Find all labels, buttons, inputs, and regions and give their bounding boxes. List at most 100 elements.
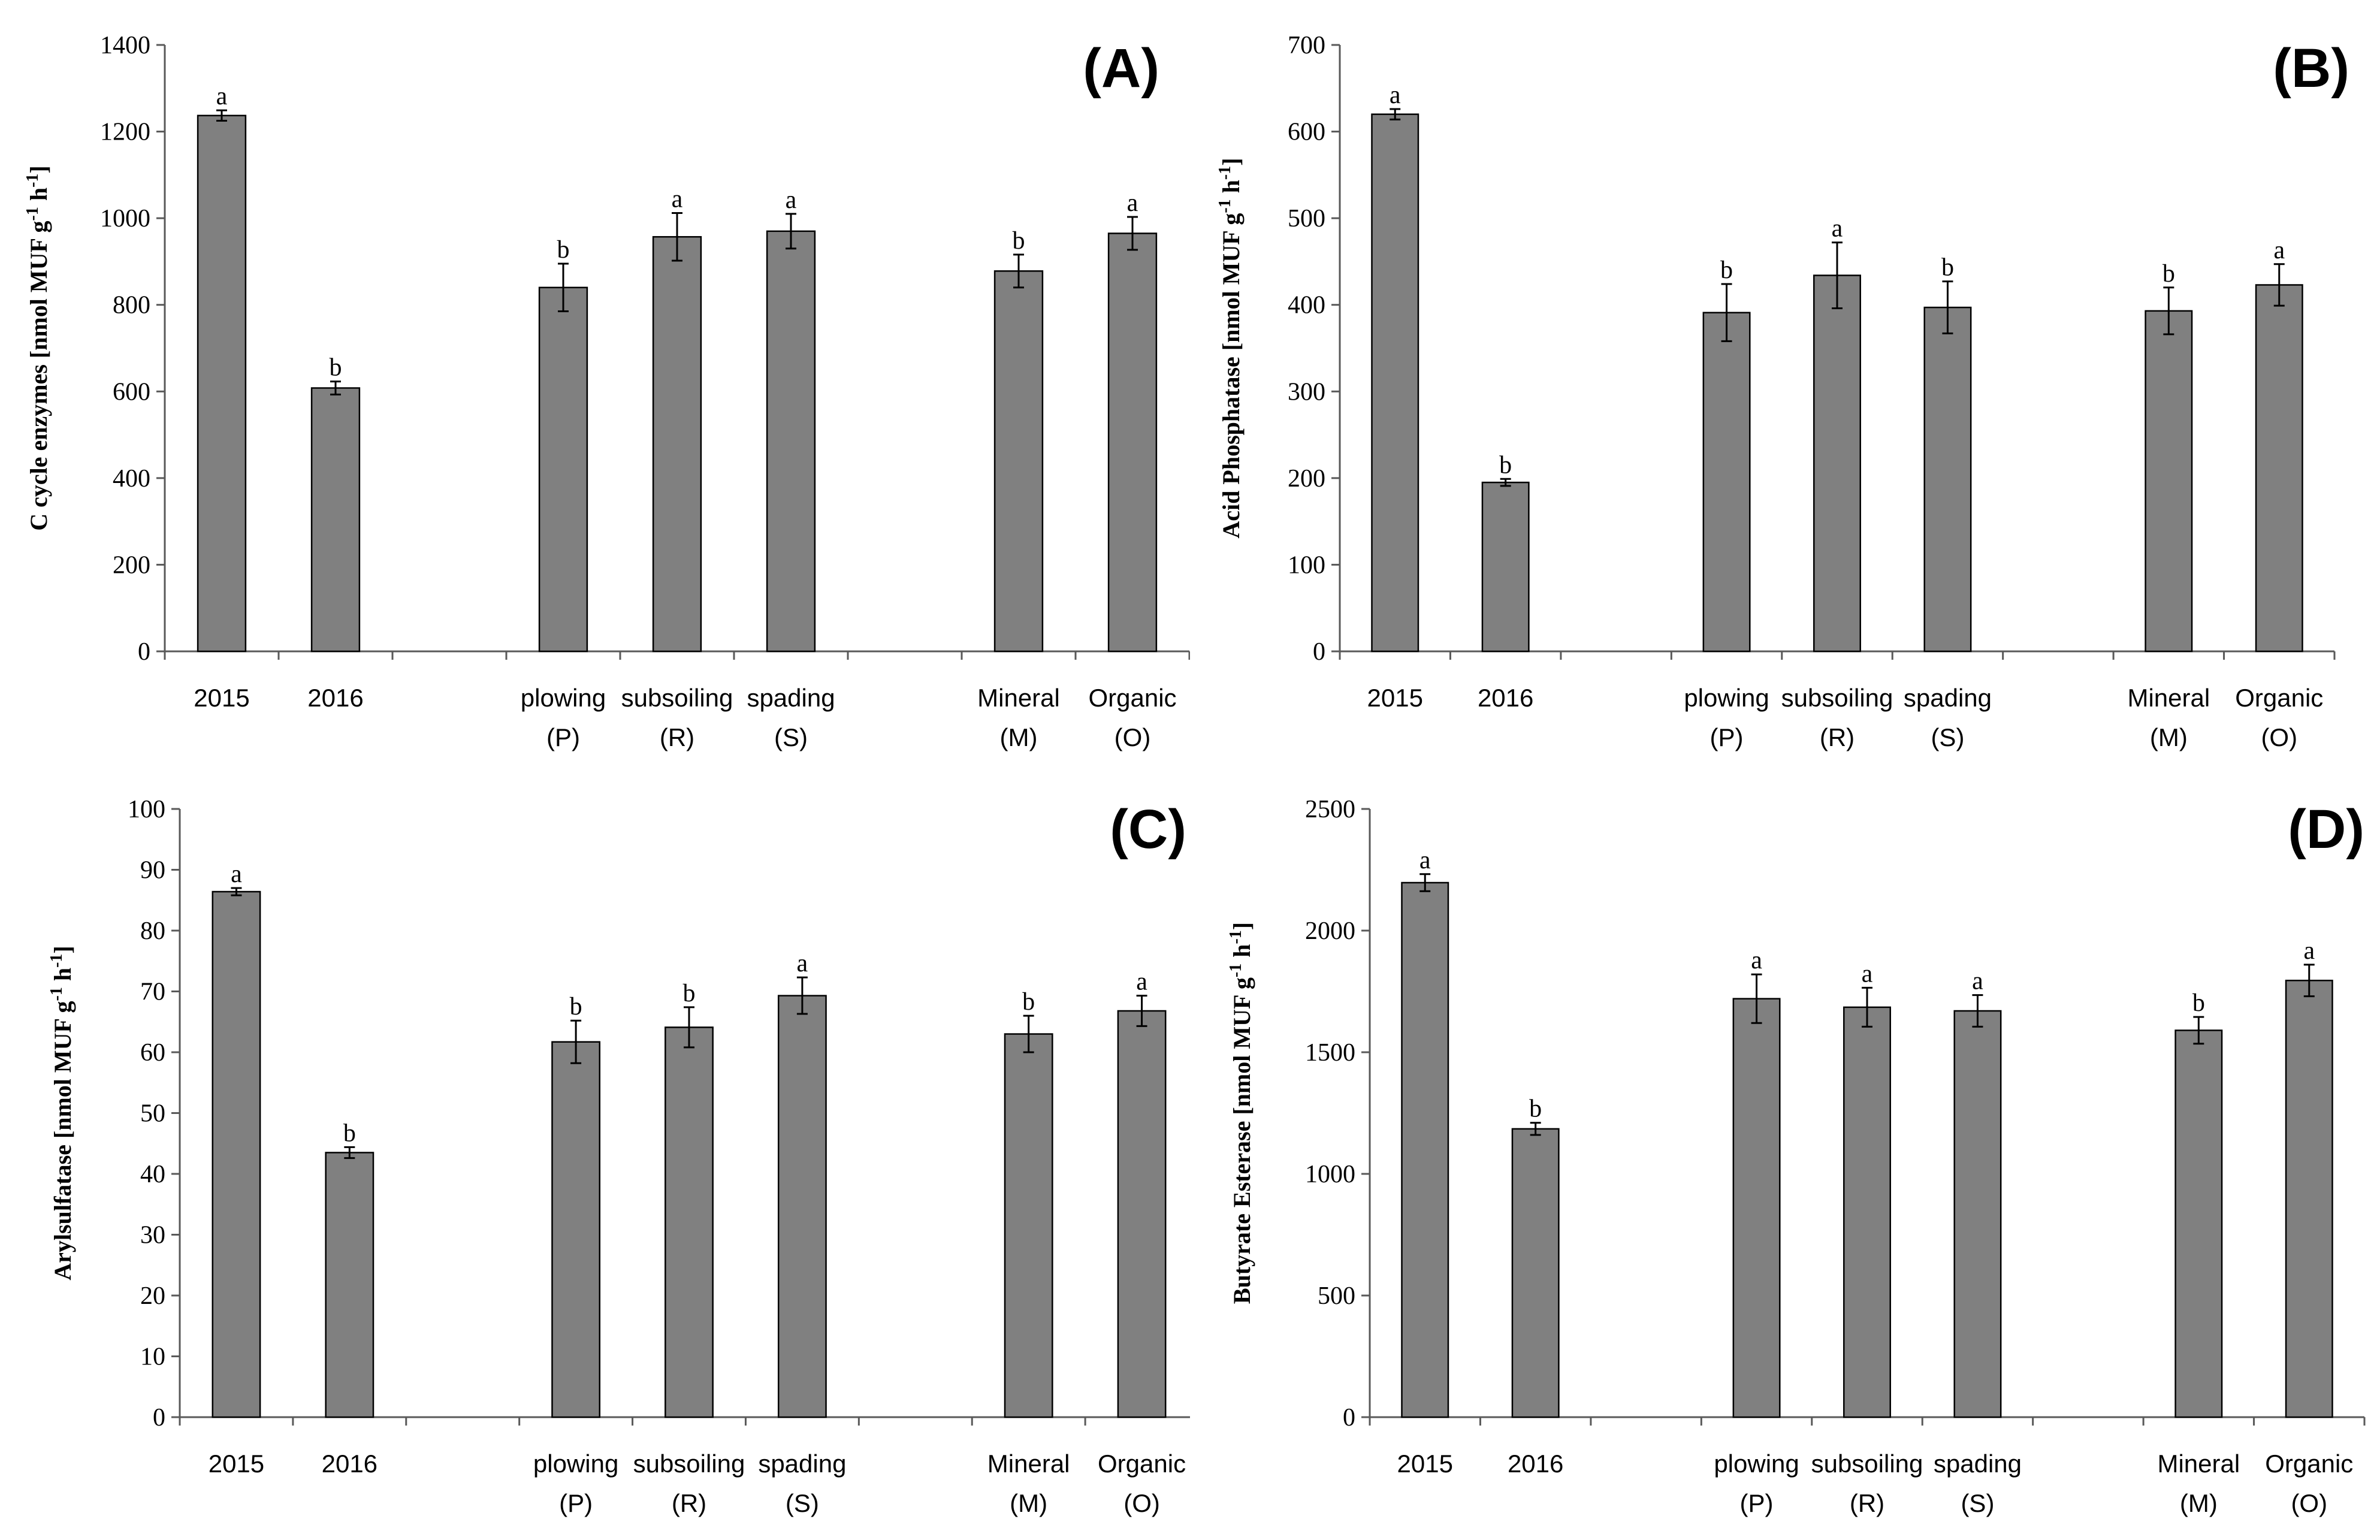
y-tick-label: 300: [1288, 378, 1325, 406]
significance-letter: b: [1720, 256, 1733, 284]
significance-letter: b: [683, 980, 696, 1007]
x-category-label: subsoiling: [621, 684, 733, 712]
x-category-label: 2015: [209, 1450, 264, 1478]
x-category-label: 2016: [1478, 684, 1533, 712]
significance-letter: a: [1127, 189, 1138, 217]
x-category-label: Mineral: [977, 684, 1060, 712]
significance-letter: a: [1390, 81, 1401, 109]
significance-letter: b: [1022, 988, 1035, 1016]
y-axis-label: Acid Phosphatase [nmol MUF g-1 h-1]: [1216, 158, 1245, 538]
bar-2016: [325, 1152, 374, 1418]
significance-letter: b: [570, 993, 582, 1020]
x-category-sublabel: (R): [672, 1489, 706, 1517]
panel-d: 0 500 1000 1500 2000 2500 a 2015 b 2016 a plowing (P…: [1190, 770, 2380, 1540]
x-category-label: Organic: [1088, 684, 1176, 712]
bar-plowing: [1732, 998, 1781, 1418]
x-category-sublabel: (R): [660, 723, 694, 751]
y-tick-label: 400: [1288, 292, 1325, 319]
significance-letter: b: [1013, 227, 1025, 255]
x-category-sublabel: (O): [1115, 723, 1151, 751]
significance-letter: a: [231, 860, 242, 888]
x-category-sublabel: (M): [1010, 1489, 1047, 1517]
y-tick-label: 70: [140, 979, 165, 1006]
y-tick-label: 800: [113, 292, 150, 319]
y-tick-label: 500: [1288, 205, 1325, 232]
x-category-sublabel: (S): [1961, 1489, 1994, 1517]
x-category-sublabel: (P): [559, 1489, 593, 1517]
x-category-label: spading: [1934, 1450, 2022, 1478]
y-tick-label: 0: [153, 1404, 165, 1432]
bar-subsoiling: [665, 1026, 714, 1418]
x-category-label: plowing: [1684, 684, 1769, 712]
x-category-label: 2015: [194, 684, 249, 712]
significance-letter: b: [343, 1119, 356, 1147]
x-category-sublabel: (O): [1123, 1489, 1160, 1517]
y-tick-label: 200: [113, 551, 150, 579]
x-category-label: 2015: [1367, 684, 1423, 712]
x-category-sublabel: (P): [1710, 723, 1744, 751]
y-tick-label: 1500: [1305, 1039, 1355, 1067]
bar-spading: [766, 230, 816, 653]
bar-subsoiling: [1813, 274, 1861, 653]
y-tick-label: 200: [1288, 465, 1325, 493]
y-tick-label: 30: [140, 1222, 165, 1249]
significance-letter: a: [1972, 968, 1983, 995]
significance-letter: a: [1862, 960, 1873, 988]
significance-letter: a: [1751, 947, 1762, 974]
bar-organic: [1107, 232, 1158, 653]
panel-b-svg: 0 100 200 300 400 500 600 700 a 2015 b 2016 b plowing…: [1216, 32, 2350, 751]
significance-letter: a: [2273, 237, 2285, 264]
bar-organic: [2285, 979, 2333, 1418]
significance-letter: a: [1136, 968, 1147, 996]
bar-mineral: [1004, 1033, 1053, 1418]
bar-organic: [1117, 1010, 1167, 1418]
y-tick-label: 100: [128, 796, 165, 823]
y-tick-label: 0: [1343, 1404, 1355, 1432]
bar-2016: [1511, 1128, 1560, 1418]
x-category-label: Mineral: [987, 1450, 1070, 1478]
y-tick-label: 0: [138, 638, 150, 666]
x-category-sublabel: (S): [1931, 723, 1964, 751]
y-tick-label: 0: [1313, 638, 1325, 666]
panel-a-svg: 0 200 400 600 800 1000 1200 1400 a 2015 b 2016 b plow…: [23, 32, 1190, 751]
y-tick-label: 80: [140, 917, 165, 945]
significance-letter: b: [1499, 451, 1512, 479]
x-category-label: plowing: [521, 684, 606, 712]
panel-title: (B): [2273, 38, 2349, 99]
bar-spading: [1923, 306, 1972, 653]
x-category-label: subsoiling: [1781, 684, 1893, 712]
x-category-label: plowing: [533, 1450, 618, 1478]
bar-spading: [777, 995, 827, 1418]
x-category-sublabel: (R): [1850, 1489, 1884, 1517]
bar-subsoiling: [1843, 1006, 1891, 1418]
y-axis-label: Butyrate Esterase [nmol MUF g-1 h-1]: [1227, 922, 1256, 1304]
bar-mineral: [993, 270, 1044, 653]
x-category-sublabel: (M): [1000, 723, 1038, 751]
significance-letter: b: [2162, 260, 2175, 288]
x-category-label: 2016: [307, 684, 363, 712]
x-category-sublabel: (O): [2291, 1489, 2327, 1517]
y-tick-label: 2000: [1305, 917, 1355, 945]
y-tick-label: 400: [113, 465, 150, 493]
significance-letter: a: [2303, 937, 2315, 965]
bar-mineral: [2174, 1029, 2223, 1418]
bar-2015: [197, 114, 247, 653]
significance-letter: a: [797, 950, 808, 977]
bar-2016: [1481, 481, 1530, 653]
panel-title: (D): [2288, 799, 2364, 860]
x-category-label: plowing: [1714, 1450, 1799, 1478]
panel-title: (A): [1083, 38, 1159, 99]
significance-letter: b: [1941, 254, 1954, 282]
y-tick-label: 700: [1288, 32, 1325, 59]
y-tick-label: 600: [113, 378, 150, 406]
y-tick-label: 1000: [100, 205, 150, 232]
x-category-sublabel: (S): [774, 723, 808, 751]
bar-2015: [212, 890, 261, 1418]
bar-2015: [1371, 113, 1419, 653]
x-category-sublabel: (P): [1740, 1489, 1774, 1517]
x-category-label: subsoiling: [1811, 1450, 1923, 1478]
x-category-sublabel: (S): [786, 1489, 819, 1517]
x-category-label: spading: [1904, 684, 1992, 712]
significance-letter: a: [786, 186, 797, 214]
